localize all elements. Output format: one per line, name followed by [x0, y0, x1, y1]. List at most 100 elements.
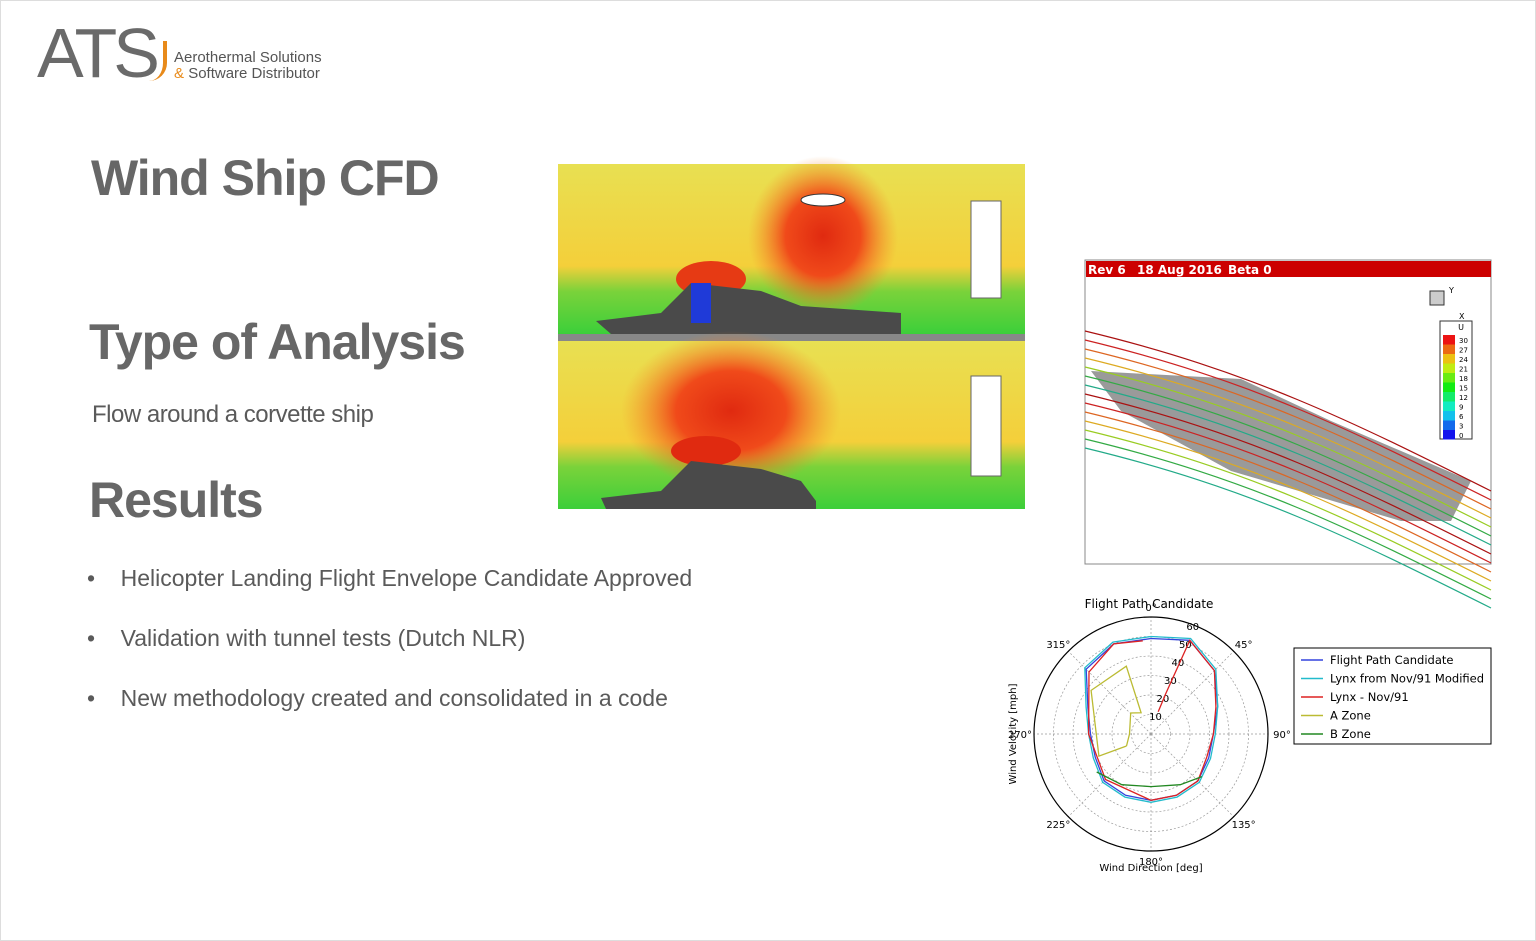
- ship: [596, 283, 901, 334]
- legend-tick-label: 27: [1459, 347, 1468, 355]
- series-line: [1096, 771, 1203, 788]
- r-tick-label: 40: [1171, 658, 1184, 669]
- contour: [748, 156, 898, 316]
- bullet-text: New methodology created and consolidated…: [120, 685, 668, 711]
- streamline: [1084, 420, 1492, 582]
- series-line: [1084, 635, 1219, 803]
- series-line: [1090, 665, 1142, 757]
- y-axis-label: Wind Velocity [mph]: [1008, 683, 1019, 784]
- ship: [601, 461, 816, 509]
- series-line: [1087, 639, 1217, 801]
- legend-tick-label: 30: [1459, 337, 1468, 345]
- legend-tick-label: 15: [1459, 385, 1468, 393]
- streamline: [1084, 348, 1492, 510]
- grid-spoke: [1150, 651, 1234, 735]
- grid-spoke: [1068, 733, 1152, 817]
- theta-tick-label: 315°: [1046, 640, 1070, 651]
- streamline: [1084, 357, 1492, 519]
- contour: [671, 436, 741, 466]
- legend-label: B Zone: [1330, 727, 1371, 741]
- grid-circle: [1131, 714, 1171, 754]
- legend-swatch: [1443, 430, 1455, 440]
- theta-tick-label: 90°: [1273, 730, 1291, 741]
- grid-circle: [1092, 675, 1210, 793]
- polar-frame: [1033, 616, 1269, 852]
- legend-tick-label: 0: [1459, 432, 1463, 440]
- legend-tick-label: 24: [1459, 356, 1468, 364]
- streamline: [1084, 330, 1492, 492]
- legend-label: Flight Path Candidate: [1330, 653, 1453, 667]
- streamline: [1084, 384, 1492, 546]
- legend-tick-label: 3: [1459, 423, 1463, 431]
- streamline: [1084, 429, 1492, 591]
- theta-tick-label: 270°: [1008, 730, 1032, 741]
- streamline: [1084, 393, 1492, 555]
- x-axis-label: Wind Direction [deg]: [1099, 863, 1202, 874]
- render-header-label: Beta 0: [1228, 263, 1272, 277]
- streamline: [1084, 402, 1492, 564]
- legend-label: Lynx - Nov/91: [1330, 690, 1409, 704]
- legend-title: U: [1458, 323, 1464, 332]
- cfd-image: [558, 156, 1025, 509]
- polar-chart: Flight Path Candidate 0° 45° 90° 135° 180° 225…: [1008, 597, 1492, 874]
- bullet-text: Helicopter Landing Flight Envelope Candi…: [120, 565, 693, 591]
- streamline: [1084, 438, 1492, 600]
- theta-tick-label: 0°: [1145, 603, 1156, 614]
- bullet: • Validation with tunnel tests (Dutch NL…: [87, 625, 526, 651]
- colorbar: [970, 200, 1002, 299]
- divider: [558, 334, 1025, 341]
- axis-cube: [1429, 290, 1445, 306]
- r-tick-label: 50: [1179, 640, 1192, 651]
- theta-tick-label: 135°: [1232, 820, 1256, 831]
- legend-swatch: [1443, 373, 1455, 383]
- axis-label: Y: [1448, 286, 1454, 295]
- theta-tick-label: 180°: [1139, 857, 1163, 868]
- legend-label: A Zone: [1330, 709, 1371, 723]
- streamline: [1084, 375, 1492, 537]
- streamline: [1084, 411, 1492, 573]
- legend-swatch: [1443, 392, 1455, 402]
- ship-3d: [1091, 371, 1471, 521]
- theta-tick-label: 45°: [1235, 640, 1253, 651]
- legend-tick-label: 9: [1459, 404, 1463, 412]
- bullet: • New methodology created and consolidat…: [87, 685, 668, 711]
- title: Wind Ship CFD: [91, 150, 440, 206]
- legend-box: [1293, 647, 1492, 745]
- ampersand: &: [174, 65, 185, 82]
- legend-swatch: [1443, 401, 1455, 411]
- company-text: Software Distributor: [188, 65, 320, 82]
- axis-label: X: [1459, 312, 1465, 321]
- legend-swatch: [1443, 344, 1455, 354]
- contour: [691, 283, 711, 323]
- r-tick-label: 10: [1149, 712, 1162, 723]
- legend-tick-label: 6: [1459, 413, 1464, 421]
- theta-tick-label: 225°: [1046, 820, 1070, 831]
- colorbar: [970, 375, 1002, 477]
- legend-tick-label: 18: [1459, 375, 1468, 383]
- analysis-text: Flow around a corvette ship: [92, 401, 374, 428]
- render-header: [1086, 261, 1491, 277]
- legend-swatch: [1443, 420, 1455, 430]
- rotor: [800, 193, 846, 207]
- results-heading: Results: [89, 472, 264, 528]
- logo: ATS: [37, 14, 160, 92]
- legend-tick-label: 12: [1459, 394, 1468, 402]
- legend-swatch: [1443, 363, 1455, 373]
- legend-swatch: [1443, 411, 1455, 421]
- legend-swatch: [1443, 354, 1455, 364]
- logo-swoosh: [149, 41, 167, 81]
- company-line2: & Software Distributor: [174, 65, 320, 82]
- legend-swatch: [1443, 335, 1455, 345]
- streamline: [1084, 447, 1492, 609]
- bullet-text: Validation with tunnel tests (Dutch NLR): [120, 625, 526, 651]
- bullet: • Helicopter Landing Flight Envelope Can…: [87, 565, 693, 591]
- r-tick-label: 60: [1186, 622, 1199, 633]
- render-header-label: 18 Aug 2016: [1137, 263, 1222, 277]
- grid-circle: [1111, 694, 1191, 774]
- grid-spoke: [1150, 733, 1234, 817]
- legend-swatch: [1443, 382, 1455, 392]
- legend-label: Lynx from Nov/91 Modified: [1330, 672, 1484, 686]
